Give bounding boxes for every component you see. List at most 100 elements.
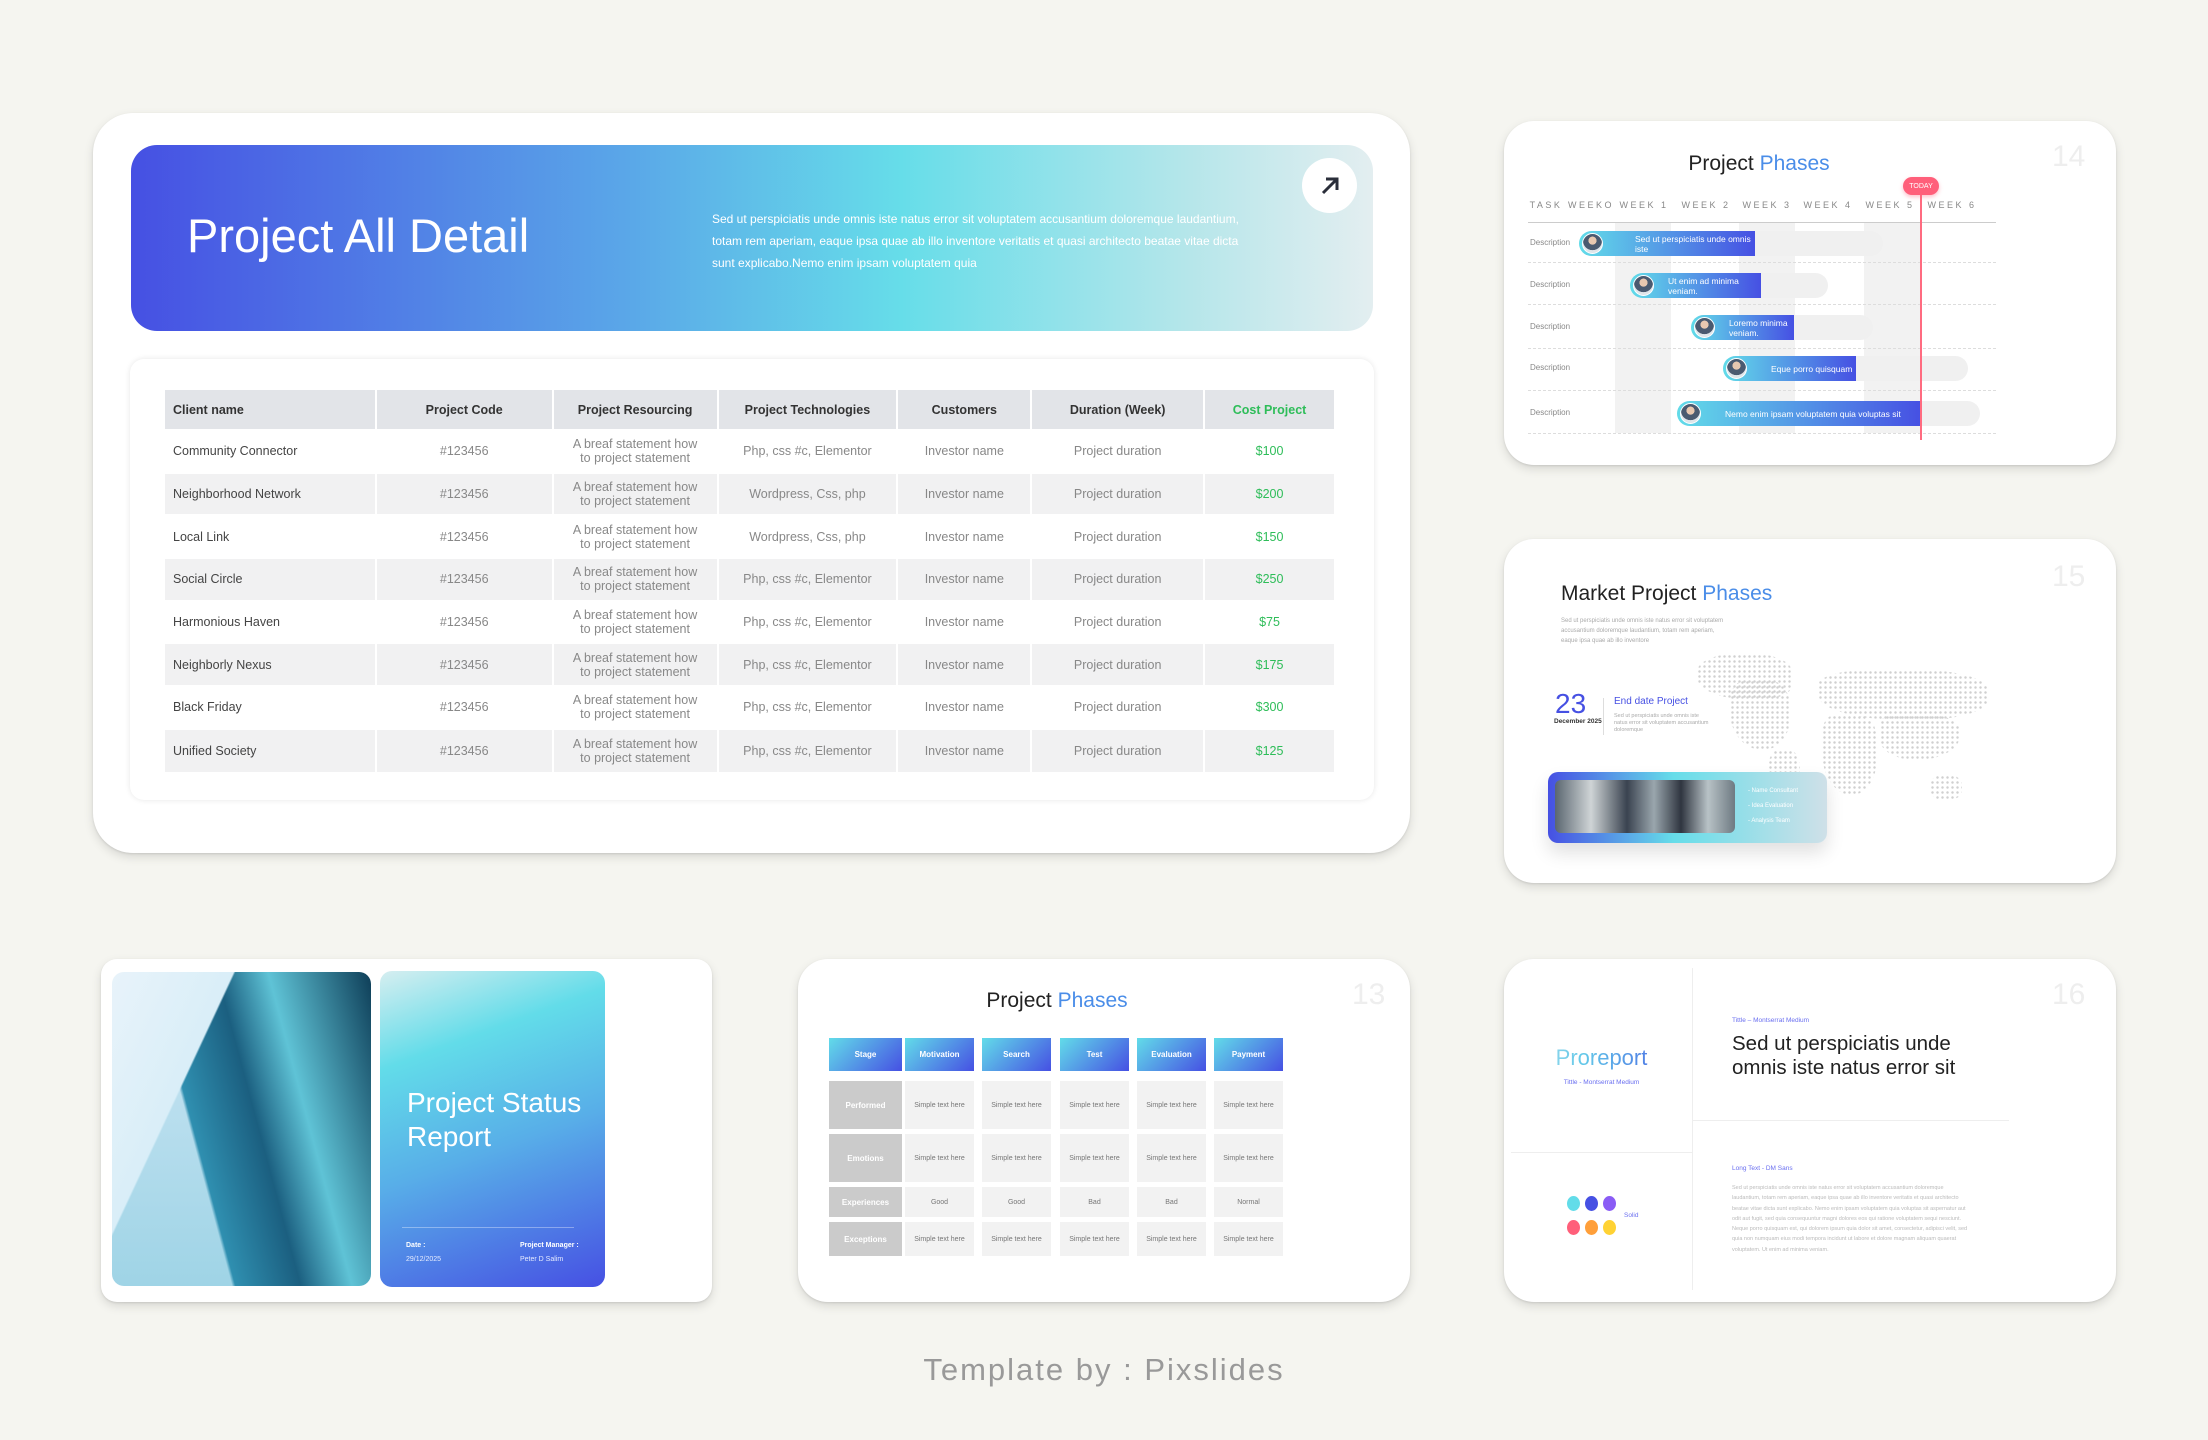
today-line — [1920, 190, 1922, 440]
table-cell: Investor name — [897, 514, 1033, 559]
table-cell: Investor name — [897, 685, 1033, 729]
world-map-au — [1930, 775, 1962, 800]
date-label: Date : — [406, 1242, 426, 1249]
color-swatch — [1585, 1196, 1598, 1211]
column-header[interactable]: Project Technologies — [717, 390, 899, 430]
pm-label: Project Manager : — [520, 1242, 579, 1249]
column-header[interactable]: Project Code — [375, 390, 554, 430]
market-intro: Sed ut perspiciatis unde omnis iste natu… — [1561, 618, 1724, 644]
end-month: December 2025 — [1554, 718, 1602, 725]
long-text-label: Long Text - DM Sans — [1732, 1165, 1793, 1172]
table-cell: Project duration — [1031, 642, 1206, 687]
table-cell: Wordpress, Css, php — [717, 514, 899, 559]
phase-cell: Simple text here — [905, 1081, 974, 1129]
phase-cell: Simple text here — [905, 1222, 974, 1256]
week-shade — [1864, 222, 1921, 433]
task-bar-text: Ut enim ad minima veniam. — [1668, 275, 1739, 296]
gantt-column-header: WEEK 4 — [1803, 200, 1853, 210]
avatar — [1694, 317, 1715, 338]
right-divider — [1692, 1120, 2009, 1121]
phase-header: Test — [1060, 1038, 1129, 1071]
gantt-column-header: WEEK 6 — [1927, 200, 1977, 210]
logo-caption: Tittle - Montserrat Medium — [1563, 1079, 1640, 1086]
divider — [1603, 698, 1604, 735]
end-date-label: End date Project — [1614, 696, 1688, 707]
phase-row-label: Performed — [829, 1081, 902, 1129]
phase-cell: Simple text here — [1214, 1222, 1283, 1256]
phase-cell: Simple text here — [905, 1134, 974, 1182]
open-button[interactable] — [1302, 158, 1357, 213]
task-label: Description — [1530, 322, 1571, 331]
avatar — [1582, 233, 1603, 254]
table-row[interactable]: Local Link #123456 A breaf statement how t… — [165, 514, 1336, 559]
task-bar[interactable]: Loremo minima veniam. — [1691, 315, 1794, 340]
end-day: 23 — [1555, 688, 1587, 719]
table-cell: $250 — [1204, 557, 1336, 601]
phase-cell: Good — [905, 1187, 974, 1217]
table-cell: $300 — [1204, 685, 1336, 729]
task-bar[interactable]: Nemo enim ipsam voluptatem quia voluptas… — [1677, 401, 1921, 426]
task-bar[interactable]: Eque porro quisquam — [1723, 356, 1856, 381]
gantt-column-header: WEEK 3 — [1742, 200, 1792, 210]
table-row[interactable]: Neighborhood Network #123456 A breaf state… — [165, 471, 1336, 516]
table-cell: Php, css #c, Elementor — [717, 557, 899, 601]
table-cell: Php, css #c, Elementor — [717, 727, 899, 772]
proreport-slide-card[interactable] — [1504, 959, 2116, 1302]
table-cell: Black Friday — [165, 685, 377, 729]
column-header[interactable]: Project Resourcing — [552, 390, 719, 430]
table-cell: A breaf statement how to project stateme… — [552, 429, 719, 473]
color-swatch — [1585, 1220, 1598, 1235]
gantt-column-header: WEEK 1 — [1619, 200, 1669, 210]
phase-row-label: Experiences — [829, 1187, 902, 1217]
table-cell: Investor name — [897, 429, 1033, 473]
table-cell: Project duration — [1031, 429, 1206, 473]
color-swatch — [1567, 1196, 1580, 1211]
table-cell: Unified Society — [165, 727, 377, 772]
row-divider — [1528, 348, 1996, 349]
avatar — [1633, 275, 1654, 296]
status-title: Project Status Report — [407, 1087, 582, 1152]
table-cell: Project duration — [1031, 727, 1206, 772]
proreport-page-number: 16 — [2052, 978, 2086, 1011]
task-bar[interactable]: Ut enim ad minima veniam. — [1630, 273, 1761, 298]
row-divider — [1528, 433, 1996, 434]
consultant-list-item: - Analysis Team — [1748, 818, 1790, 824]
column-header[interactable]: Customers — [897, 390, 1033, 430]
task-label: Description — [1530, 238, 1571, 247]
table-row[interactable]: Social Circle #123456 A breaf statement ho… — [165, 557, 1336, 601]
table-header-row: Client name Project Code Project Resourcin… — [165, 390, 1336, 430]
world-map-eu — [1818, 670, 1988, 720]
table-row[interactable]: Black Friday #123456 A breaf statement how… — [165, 685, 1336, 729]
table-cell: Project duration — [1031, 599, 1206, 644]
market-title-a: Market Project — [1561, 582, 1697, 605]
left-divider — [1511, 1152, 1692, 1153]
table-cell: Investor name — [897, 727, 1033, 772]
phase-cell: Simple text here — [982, 1222, 1051, 1256]
table-row[interactable]: Unified Society #123456 A breaf statement … — [165, 727, 1336, 772]
avatar — [1680, 403, 1701, 424]
table-cell: Investor name — [897, 557, 1033, 601]
column-header[interactable]: Client name — [165, 390, 377, 430]
table-cell: Php, css #c, Elementor — [717, 642, 899, 687]
table-cell: A breaf statement how to project stateme… — [552, 685, 719, 729]
column-header[interactable]: Duration (Week) — [1031, 390, 1206, 430]
task-bar[interactable]: Sed ut perspiciatis unde omnis iste — [1579, 231, 1755, 256]
table-row[interactable]: Community Connector #123456 A breaf statem… — [165, 429, 1336, 473]
page-title: Project All Detail — [187, 209, 530, 262]
table-cell: Wordpress, Css, php — [717, 471, 899, 516]
phase-header: Stage — [829, 1038, 902, 1071]
table-row[interactable]: Harmonious Haven #123456 A breaf statement… — [165, 599, 1336, 644]
table-row[interactable]: Neighborly Nexus #123456 A breaf statement… — [165, 642, 1336, 687]
phase-cell: Simple text here — [1214, 1081, 1283, 1129]
task-bar-text: Nemo enim ipsam voluptatem quia voluptas… — [1725, 408, 1901, 419]
avatar — [1726, 358, 1747, 379]
table-cell: Community Connector — [165, 429, 377, 473]
table-cell: Harmonious Haven — [165, 599, 377, 644]
phases-title: Project Phases — [798, 989, 1316, 1013]
column-header[interactable]: Cost Project — [1204, 390, 1336, 430]
table-cell: #123456 — [375, 471, 554, 516]
table-cell: Neighborhood Network — [165, 471, 377, 516]
phase-cell: Simple text here — [1060, 1134, 1129, 1182]
table-cell: #123456 — [375, 599, 554, 644]
gantt-title: Project Phases — [1504, 152, 2014, 176]
